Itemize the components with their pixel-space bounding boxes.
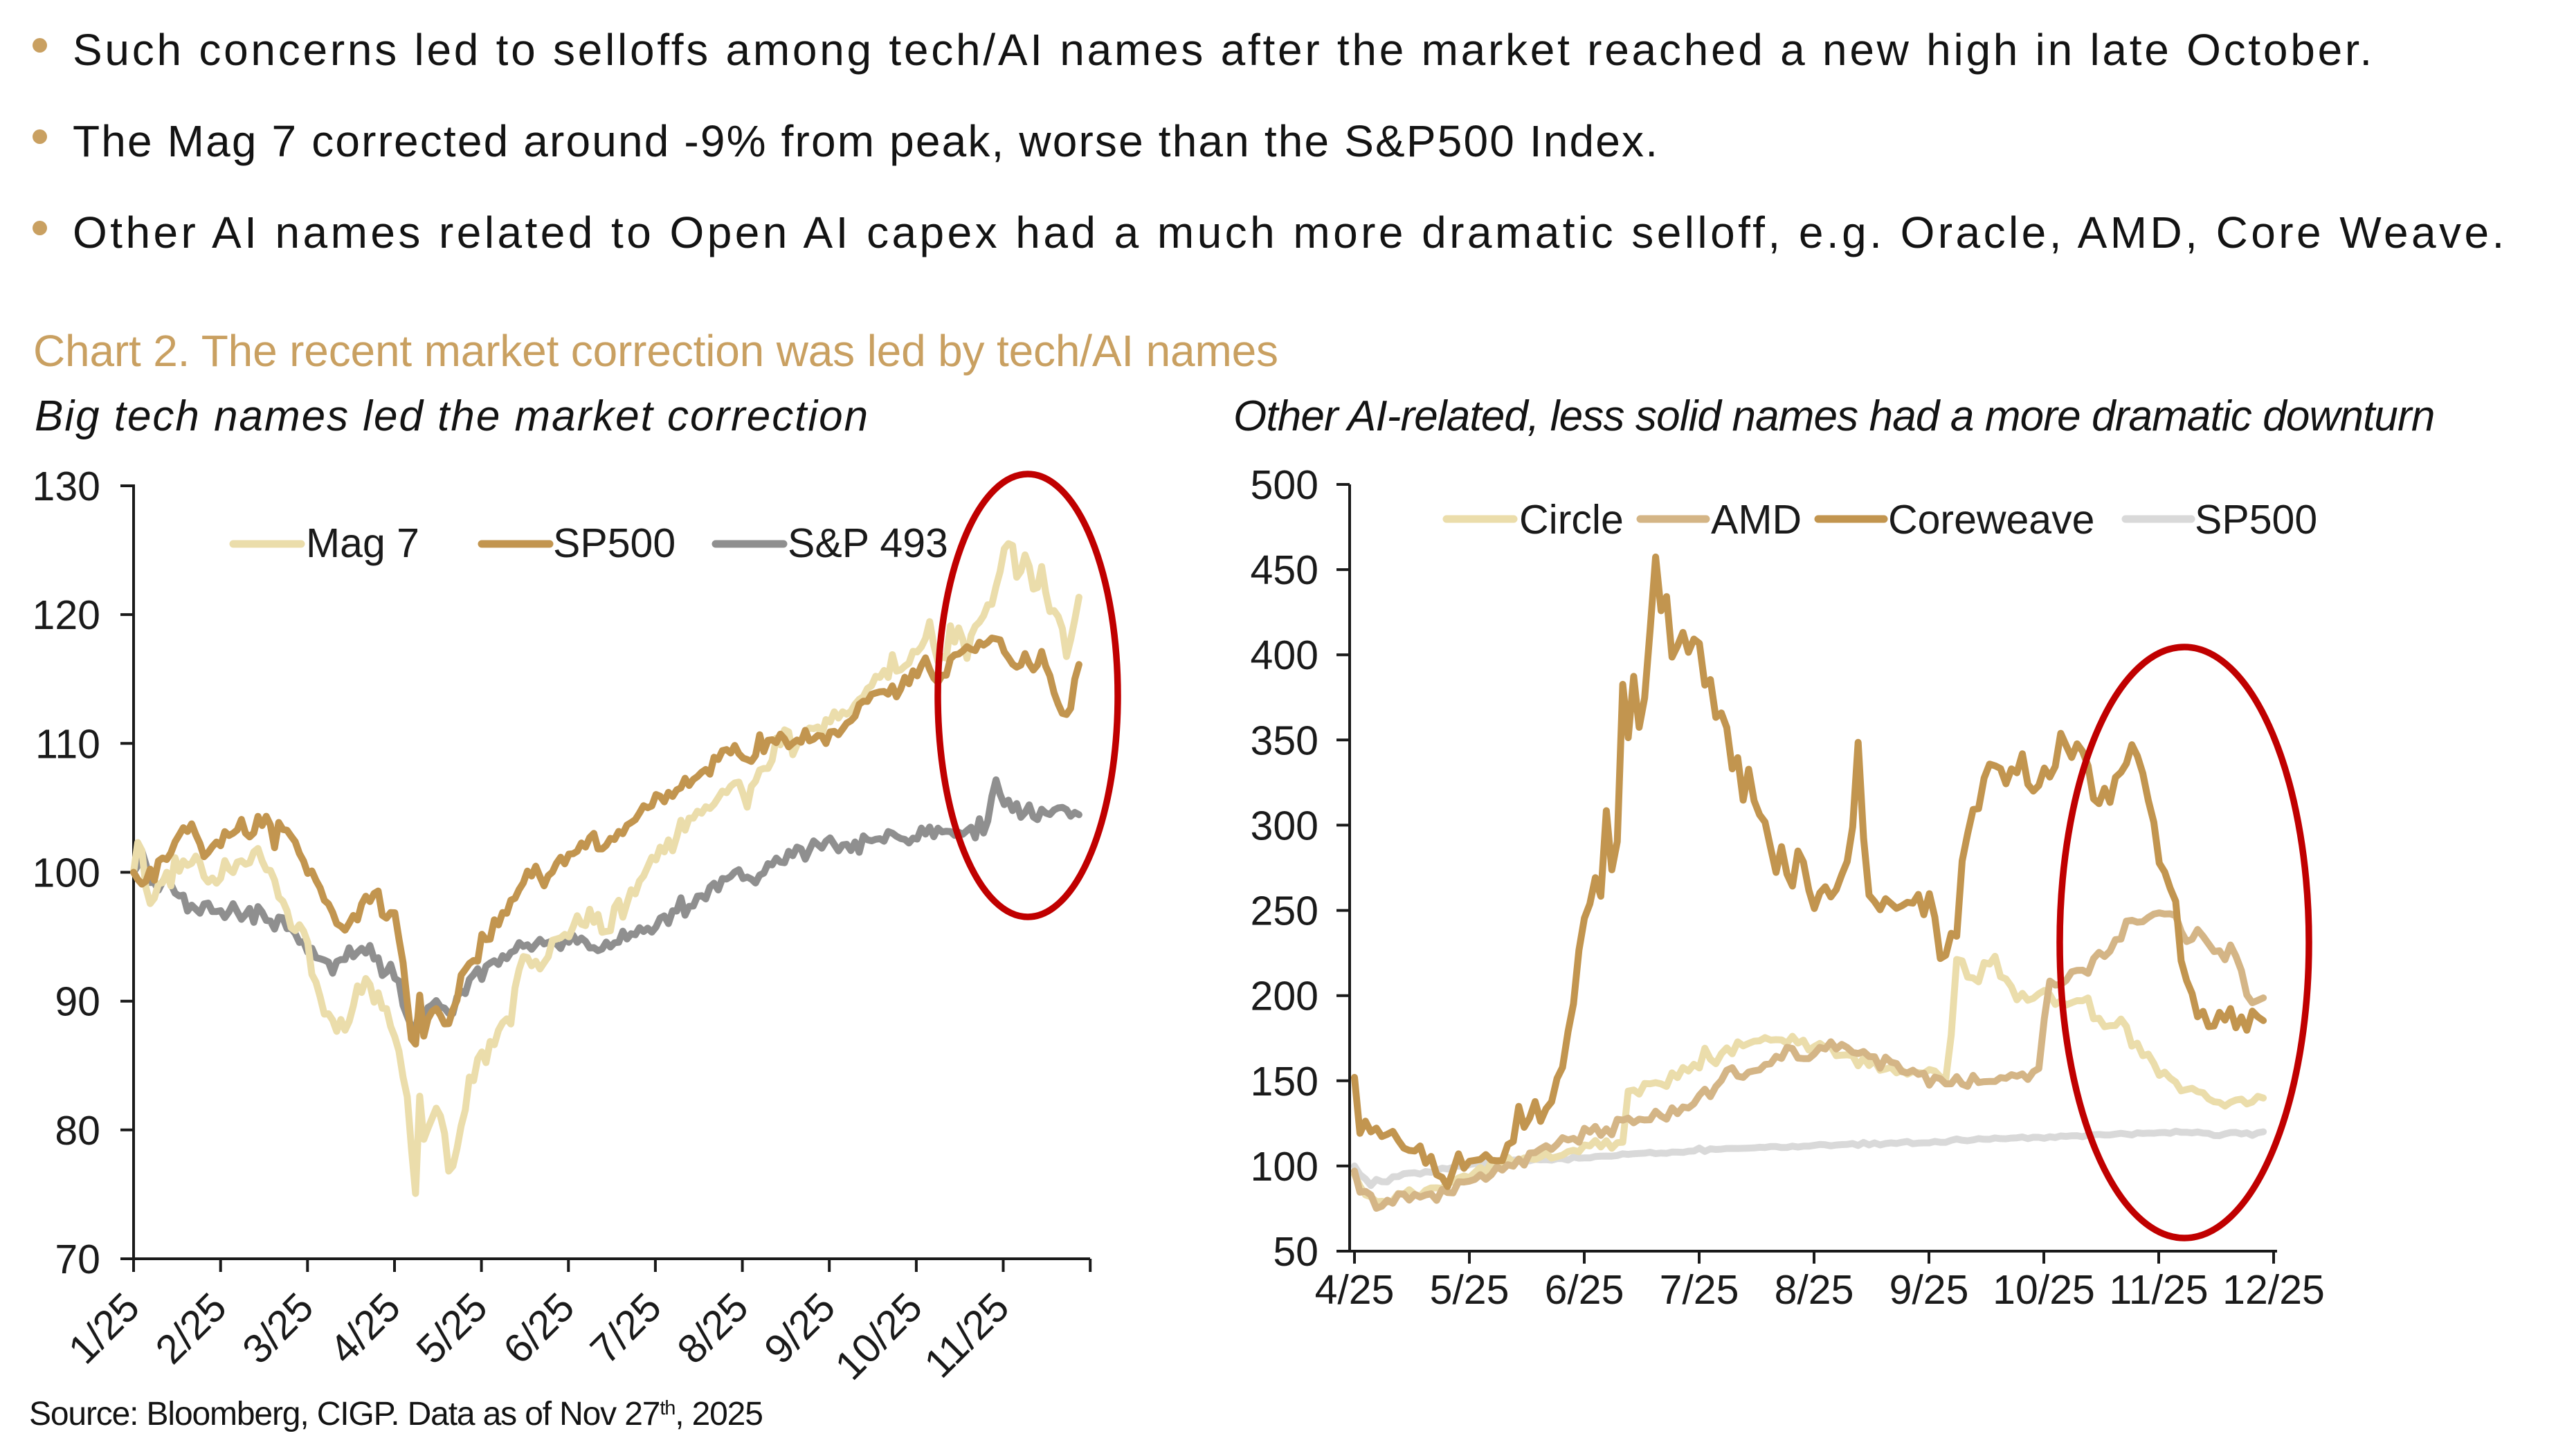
svg-text:50: 50 xyxy=(1273,1229,1318,1275)
svg-text:450: 450 xyxy=(1251,547,1318,593)
svg-text:200: 200 xyxy=(1251,974,1318,1019)
svg-text:350: 350 xyxy=(1251,718,1318,763)
svg-text:500: 500 xyxy=(1251,462,1318,508)
svg-text:100: 100 xyxy=(1251,1144,1318,1190)
svg-text:150: 150 xyxy=(1251,1059,1318,1104)
svg-text:300: 300 xyxy=(1251,803,1318,848)
svg-text:12/25: 12/25 xyxy=(2222,1267,2325,1313)
svg-text:70: 70 xyxy=(55,1237,100,1282)
svg-text:10/25: 10/25 xyxy=(826,1284,931,1389)
svg-text:AMD: AMD xyxy=(1711,497,1802,543)
svg-text:1/25: 1/25 xyxy=(60,1284,148,1373)
svg-text:SP500: SP500 xyxy=(2195,497,2317,543)
svg-text:Coreweave: Coreweave xyxy=(1888,497,2094,543)
svg-text:S&P 493: S&P 493 xyxy=(788,520,948,566)
svg-text:Mag 7: Mag 7 xyxy=(306,520,419,566)
svg-text:400: 400 xyxy=(1251,633,1318,678)
svg-text:SP500: SP500 xyxy=(553,520,676,566)
svg-text:130: 130 xyxy=(33,464,100,509)
svg-text:4/25: 4/25 xyxy=(320,1284,409,1373)
svg-text:Circle: Circle xyxy=(1519,497,1624,543)
svg-text:3/25: 3/25 xyxy=(234,1284,323,1373)
svg-text:5/25: 5/25 xyxy=(408,1284,496,1373)
svg-text:110: 110 xyxy=(35,721,100,767)
svg-text:120: 120 xyxy=(33,592,100,638)
svg-text:2/25: 2/25 xyxy=(147,1284,235,1373)
svg-text:8/25: 8/25 xyxy=(669,1284,757,1373)
svg-text:6/25: 6/25 xyxy=(495,1284,583,1373)
svg-text:7/25: 7/25 xyxy=(581,1284,670,1373)
svg-text:4/25: 4/25 xyxy=(1315,1267,1395,1313)
svg-text:100: 100 xyxy=(33,850,100,896)
svg-text:5/25: 5/25 xyxy=(1430,1267,1510,1313)
svg-text:7/25: 7/25 xyxy=(1660,1267,1739,1313)
svg-text:90: 90 xyxy=(55,979,100,1025)
svg-text:11/25: 11/25 xyxy=(916,1284,1018,1387)
svg-text:250: 250 xyxy=(1251,889,1318,934)
svg-text:8/25: 8/25 xyxy=(1775,1267,1854,1313)
svg-text:80: 80 xyxy=(55,1108,100,1154)
svg-text:11/25: 11/25 xyxy=(2109,1267,2208,1313)
svg-text:10/25: 10/25 xyxy=(1993,1267,2095,1313)
svg-text:6/25: 6/25 xyxy=(1545,1267,1624,1313)
svg-text:9/25: 9/25 xyxy=(1889,1267,1969,1313)
